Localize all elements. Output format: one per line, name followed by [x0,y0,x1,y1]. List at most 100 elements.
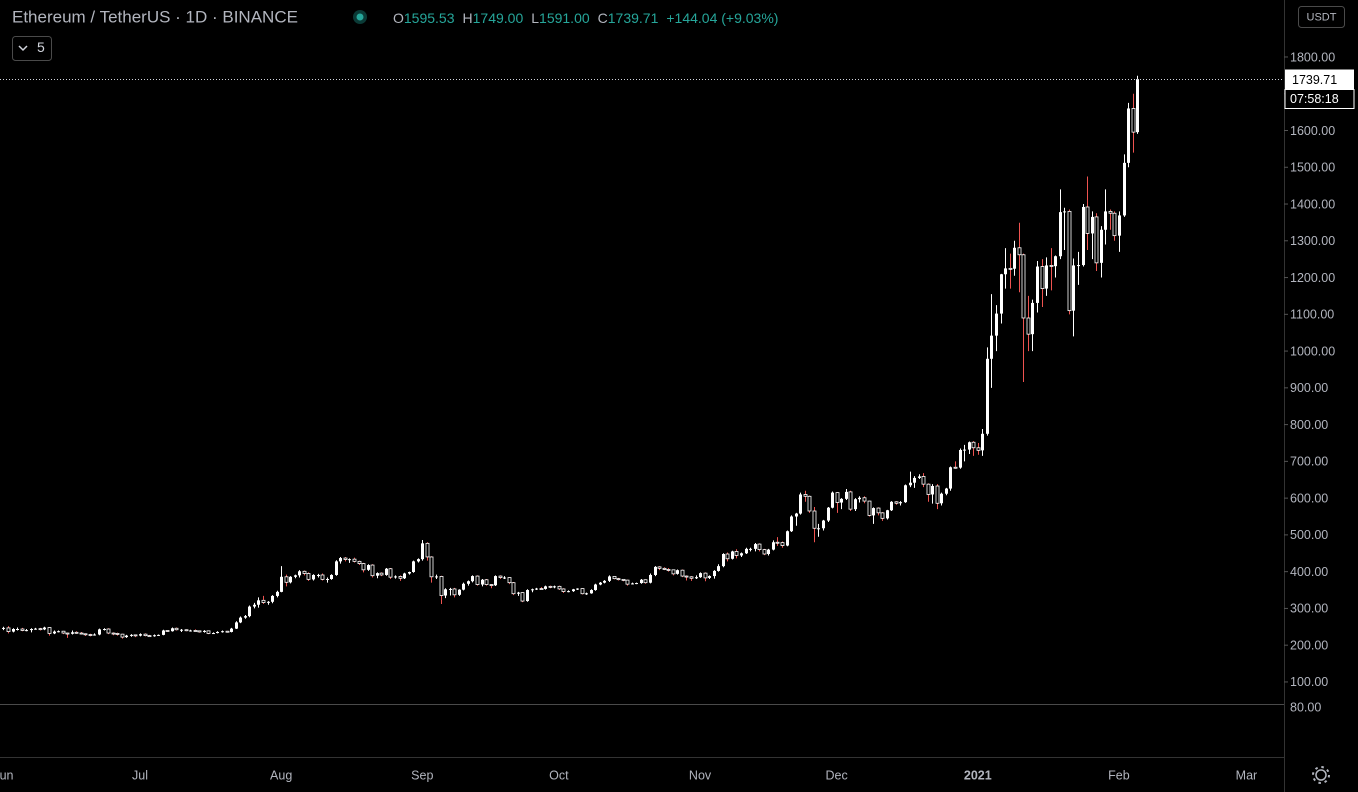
candle-body [1017,247,1022,256]
candle-body [206,630,211,634]
candle-body [338,558,343,562]
legend-value: 1595.53 [404,10,455,26]
candle-body [812,510,817,529]
candle-body [252,604,257,607]
candle-body [994,313,999,336]
y-tick-label: 1300.00 [1290,234,1335,248]
candle-body [288,576,293,583]
candle-body [894,501,899,504]
candle-body [1021,254,1026,319]
legend-value: 1739.71 [608,10,659,26]
candle-body [935,485,940,504]
candle-body [493,576,498,586]
candle-body [170,628,175,632]
candle-body [748,548,753,550]
candle-body [534,588,539,590]
candle-body [83,633,88,636]
candle-body [921,476,926,485]
candle-body [730,551,735,559]
candle-body [366,565,371,570]
candle-body [484,579,489,585]
candle-body [1008,267,1013,270]
candle-body [853,499,858,510]
candle-body [1108,210,1113,214]
candle-body [20,628,25,631]
y-tick-label: 1600.00 [1290,124,1335,138]
x-tick-label: Jun [0,768,14,782]
candle-body [480,579,485,585]
candle-body [898,502,903,504]
candle-body [165,630,170,632]
candle-body [97,629,102,635]
candle-body [52,631,57,634]
candle-body [948,467,953,489]
candle-body [885,510,890,519]
candle-body [862,497,867,502]
candle-body [753,544,758,549]
candle-body [33,628,38,630]
candle-body [766,549,771,555]
candle-body [1040,266,1045,289]
candle-body [147,635,152,638]
candle-body [129,634,134,636]
y-tick-label: 100.00 [1290,675,1328,689]
candle-body [675,570,680,574]
candle-body [930,485,935,495]
y-tick-label: 1800.00 [1290,50,1335,64]
candle-body [1085,206,1090,234]
candle-body [967,442,972,450]
candle-body [539,588,544,590]
candle-body [807,495,812,512]
candle-body [1062,211,1067,213]
candle-body [398,576,403,579]
candle-body [61,630,66,634]
candle-body [6,627,11,632]
candle-body [461,583,466,590]
candle-body [835,492,840,503]
candle-body [1076,265,1081,267]
candle-body [238,617,243,623]
candle-body [1,627,6,629]
candle-body [762,549,767,555]
candle-body [520,592,525,602]
candle-body [757,543,762,550]
y-tick-label: 200.00 [1290,638,1328,652]
candle-body [516,592,521,594]
candle-body [525,590,530,602]
candle-body [407,572,412,574]
candle-body [29,629,34,631]
candle-body [92,634,97,636]
candle-body [184,629,189,632]
candle-body [1030,302,1035,335]
candle-body [971,441,976,449]
candle-body [1126,108,1131,163]
currency-button[interactable] [1298,6,1345,28]
candle-body [174,627,179,631]
candle-body [375,573,380,576]
candle-body [329,574,334,580]
candle-body [621,578,626,581]
candle-body [502,577,507,579]
candle-body [11,629,16,632]
candle-body [102,629,107,631]
y-tick-label: 300.00 [1290,602,1328,616]
settings-icon[interactable] [1312,766,1330,784]
indicators-toggle[interactable] [12,36,52,61]
candle-body [716,566,721,571]
candle-body [889,501,894,511]
candle-body [316,574,321,576]
candle-body [1081,206,1086,266]
candle-body [507,577,512,584]
x-tick-label: Jul [132,768,148,782]
candle-body [598,582,603,585]
candle-body [944,488,949,494]
candle-body [953,466,958,469]
gear-ring [1315,769,1327,781]
candle-body [334,561,339,575]
candle-body [671,569,676,575]
y-tick-label: 500.00 [1290,528,1328,542]
y-tick-label: 1400.00 [1290,197,1335,211]
candle-body [284,576,289,583]
candle-body [739,553,744,556]
